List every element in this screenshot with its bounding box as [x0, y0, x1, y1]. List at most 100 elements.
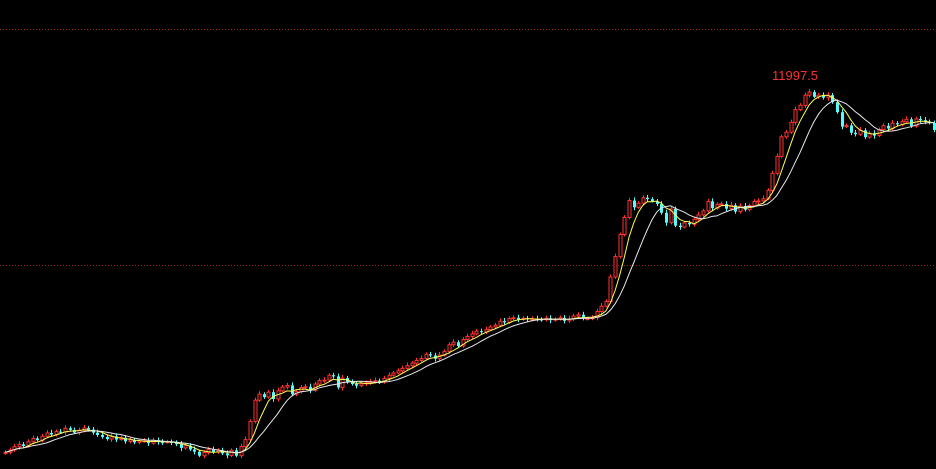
candle [701, 208, 706, 217]
reference-lines [0, 29, 936, 266]
candle-body-down [480, 331, 483, 333]
candle [327, 373, 332, 382]
candle-body-down [674, 209, 677, 226]
candle [465, 333, 470, 342]
moving-average-fast-line [4, 94, 935, 454]
candle-body-up [641, 197, 646, 204]
candle [414, 357, 419, 366]
candle-body-down [193, 449, 196, 452]
candle-body-up [400, 367, 405, 372]
candle-body-up [45, 432, 50, 437]
candle-body-up [31, 437, 36, 443]
candle [517, 314, 520, 323]
candle-body-down [96, 432, 99, 436]
candle-body-up [493, 324, 498, 328]
candle-body-up [729, 204, 734, 210]
candle [257, 391, 262, 402]
candle-body-up [317, 380, 322, 385]
candle [69, 426, 72, 432]
candle-body-up [183, 445, 188, 449]
candle-body-up [775, 155, 780, 174]
candle [613, 253, 618, 280]
candle-body-up [280, 386, 285, 392]
candle [813, 90, 816, 99]
candle [582, 311, 585, 321]
candle-body-up [770, 172, 775, 191]
candle [725, 201, 728, 212]
candle-body-down [22, 444, 25, 447]
peak-price-label: 11997.5 [772, 68, 818, 83]
candle-body-down [679, 225, 682, 228]
candle [618, 232, 623, 259]
candle [355, 381, 358, 389]
candle-body-up [604, 300, 609, 307]
candle-body-down [272, 392, 275, 399]
candle-body-up [243, 439, 248, 448]
candle [253, 397, 258, 424]
candle [410, 360, 415, 368]
candle [682, 220, 687, 229]
candle [484, 326, 489, 335]
candle-body-down [503, 321, 506, 323]
candle [770, 170, 775, 193]
candle-body-down [212, 449, 215, 453]
candle-body-down [854, 132, 857, 135]
candle-body-down [864, 130, 867, 138]
candle [822, 92, 825, 100]
candle-body-up [844, 124, 849, 128]
candle-body-up [327, 374, 332, 381]
candle [248, 419, 253, 442]
candle-body-down [656, 201, 659, 204]
candle-body-down [69, 428, 72, 430]
candle [447, 342, 452, 354]
candle [674, 206, 677, 228]
candle-body-down [457, 342, 460, 346]
candle-body-up [266, 391, 271, 398]
candle [405, 362, 410, 371]
candle-body-down [850, 125, 853, 133]
candle [798, 103, 803, 112]
candle [646, 194, 649, 202]
candle-body-up [303, 386, 308, 389]
candle-body-up [627, 200, 632, 219]
candle [599, 303, 604, 315]
candle [391, 371, 396, 377]
candle [665, 209, 668, 226]
candle [396, 368, 401, 375]
candle-body-up [257, 393, 262, 401]
candle-body-up [719, 203, 724, 206]
candle-body-up [419, 358, 424, 361]
candle-body-down [646, 197, 649, 200]
candle [387, 372, 392, 382]
candle [756, 198, 761, 205]
candle-body-down [106, 436, 109, 440]
candle-body-up [793, 109, 798, 123]
candle-body-up [576, 314, 581, 317]
candle [738, 203, 743, 214]
candle-body-up [618, 234, 623, 258]
candle-body-down [337, 376, 340, 388]
candle [511, 315, 516, 321]
moving-averages [4, 94, 935, 454]
candle-body-up [803, 94, 808, 106]
candle [904, 116, 909, 124]
candle [719, 201, 724, 206]
candle-body-down [180, 444, 183, 448]
candle-body-up [715, 203, 720, 209]
candle [789, 119, 794, 134]
candle [424, 352, 429, 361]
candle [933, 120, 936, 133]
candle [711, 198, 714, 212]
candle-body-down [351, 381, 354, 385]
candle [679, 222, 682, 230]
candle-body-up [692, 218, 697, 225]
candle-body-up [128, 439, 133, 442]
candle-body-up [137, 440, 142, 443]
candle-body-down [115, 436, 118, 440]
candle-body-down [665, 212, 668, 223]
candle [864, 128, 867, 140]
candle [137, 438, 142, 445]
candle [280, 384, 285, 393]
candle [45, 430, 50, 439]
